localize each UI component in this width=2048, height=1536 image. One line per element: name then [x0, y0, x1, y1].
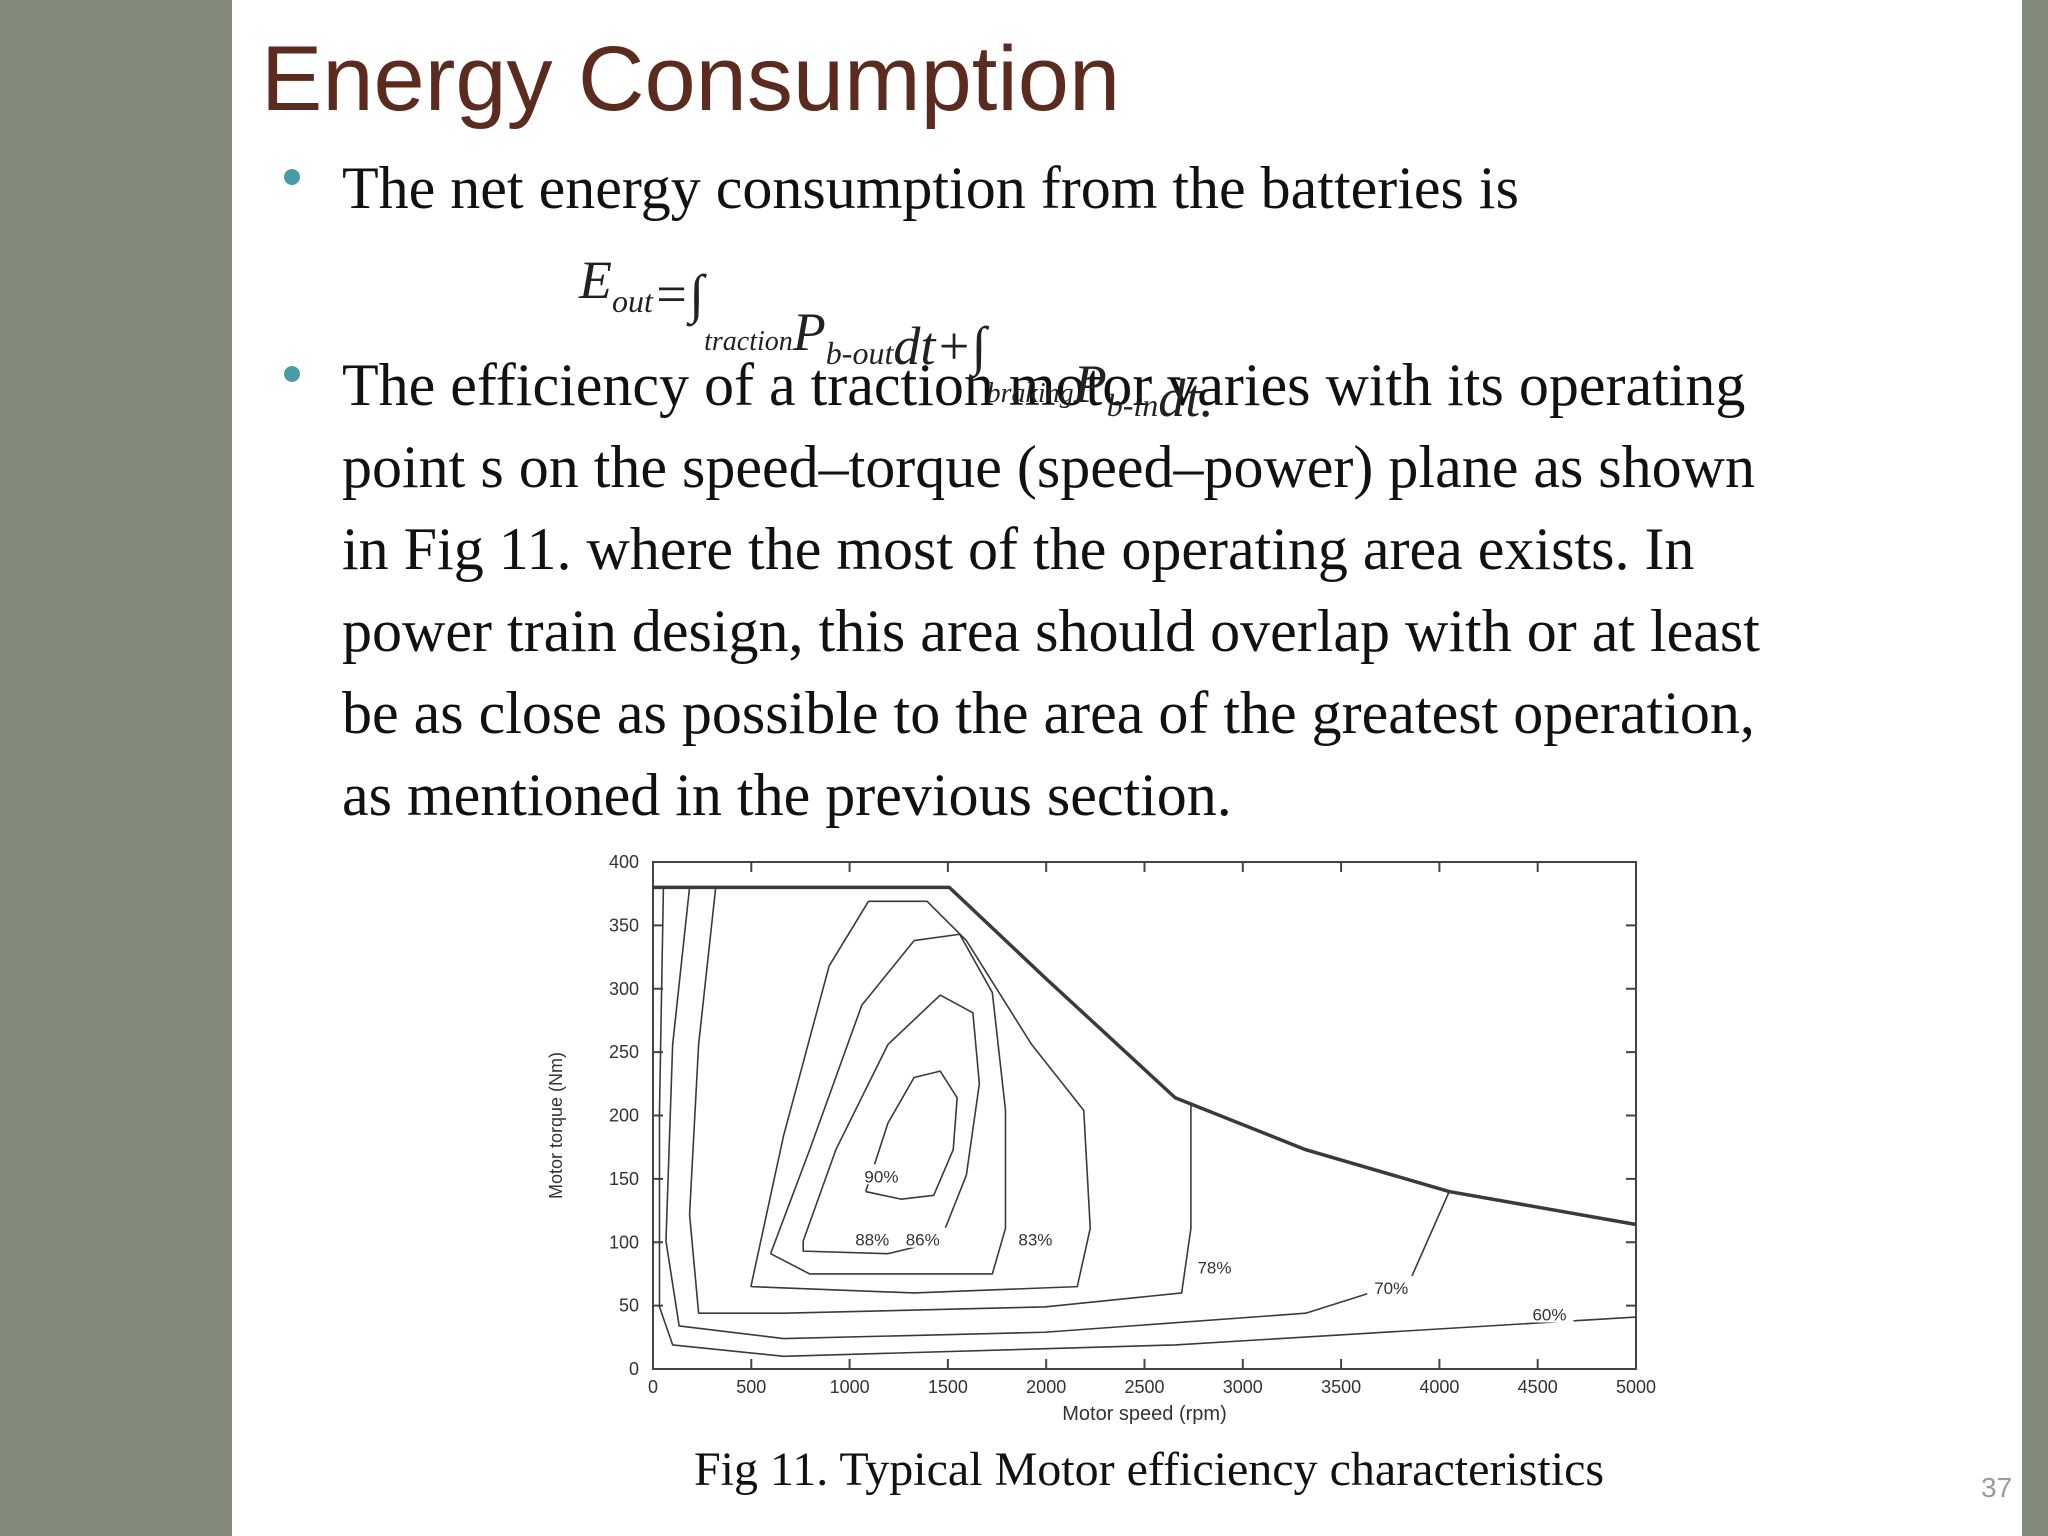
efficiency-contour: [769, 933, 1007, 1275]
x-tick-label: 5000: [1616, 1377, 1656, 1397]
efficiency-contour: [750, 900, 1092, 1294]
equation-term: P: [1073, 354, 1107, 414]
bullet-dot: [284, 366, 300, 382]
bullet-line: point s on the speed–torque (speed–power…: [342, 434, 1755, 500]
bullet-line: The efficiency of a traction motor varie…: [342, 352, 1745, 418]
equation-subscript: traction: [704, 326, 793, 357]
contour-label-bg: [857, 1164, 906, 1185]
y-tick-label: 50: [619, 1296, 639, 1316]
y-tick-label: 250: [609, 1042, 639, 1062]
slide-body: [232, 0, 2022, 1536]
y-tick-label: 0: [629, 1359, 639, 1379]
x-tick-label: 3500: [1321, 1377, 1361, 1397]
bullet-line: be as close as possible to the area of t…: [342, 680, 1755, 746]
bullet-line: in Fig 11. where the most of the operati…: [342, 516, 1694, 582]
y-tick-label: 200: [609, 1106, 639, 1126]
equation-subscript: b-in: [1107, 387, 1159, 423]
bullet-dot: [284, 169, 300, 185]
bullets: The net energy consumption from the batt…: [284, 155, 1760, 828]
contour-label: 86%: [906, 1231, 940, 1250]
caption: Fig 11. Typical Motor efficiency charact…: [694, 1443, 1604, 1496]
efficiency-contour: [802, 994, 981, 1255]
y-tick-label: 100: [609, 1232, 639, 1252]
x-tick-label: 1000: [830, 1377, 870, 1397]
contour-label-bg: [1367, 1275, 1416, 1296]
equation-subscript: braking: [987, 378, 1074, 409]
equation-term: E: [578, 250, 612, 310]
x-tick-label: 1500: [928, 1377, 968, 1397]
contour-label-bg: [1190, 1255, 1239, 1276]
bullet-line: power train design, this area should ove…: [342, 598, 1760, 664]
y-axis-label: Motor torque (Nm): [546, 1052, 566, 1199]
title: Energy Consumption: [261, 28, 1120, 130]
x-tick-label: 500: [736, 1377, 766, 1397]
x-axis-label: Motor speed (rpm): [1062, 1403, 1227, 1425]
efficiency-contour: [658, 887, 1637, 1358]
y-tick-label: 150: [609, 1169, 639, 1189]
x-tick-label: 4500: [1518, 1377, 1558, 1397]
equation-term: dt.: [1158, 368, 1214, 428]
page-number: 37: [1981, 1472, 2012, 1503]
contour-label: 70%: [1374, 1279, 1408, 1298]
equation: Eout=∫tractionPb-outdt+∫brakingPb-indt.: [578, 250, 1214, 428]
equation-subscript: b-out: [826, 335, 895, 371]
contour-label: 90%: [864, 1167, 898, 1186]
x-tick-label: 2500: [1124, 1377, 1164, 1397]
x-tick-label: 3000: [1223, 1377, 1263, 1397]
contour-label-bg: [1011, 1227, 1060, 1248]
contour-label-bg: [898, 1227, 947, 1248]
efficiency-contour: [688, 887, 1192, 1315]
equation-term: =∫: [653, 264, 707, 327]
bullet-line: The net energy consumption from the batt…: [342, 155, 1519, 221]
x-tick-label: 2000: [1026, 1377, 1066, 1397]
y-tick-label: 350: [609, 915, 639, 935]
efficiency-contour: [864, 1070, 958, 1200]
equation-term: P: [792, 302, 826, 362]
y-tick-label: 300: [609, 979, 639, 999]
equation-term: dt+∫: [893, 316, 989, 379]
contour-label: 60%: [1532, 1305, 1566, 1324]
contour-label: 83%: [1018, 1231, 1052, 1250]
contour-label: 88%: [855, 1231, 889, 1250]
x-tick-label: 0: [648, 1377, 658, 1397]
equation-subscript: out: [612, 283, 654, 319]
x-tick-label: 4000: [1419, 1377, 1459, 1397]
bullet-line: as mentioned in the previous section.: [342, 762, 1232, 828]
contour-label-bg: [1525, 1302, 1574, 1323]
y-tick-label: 400: [609, 852, 639, 872]
contour-label-bg: [848, 1227, 897, 1248]
contour-label: 78%: [1197, 1259, 1231, 1278]
